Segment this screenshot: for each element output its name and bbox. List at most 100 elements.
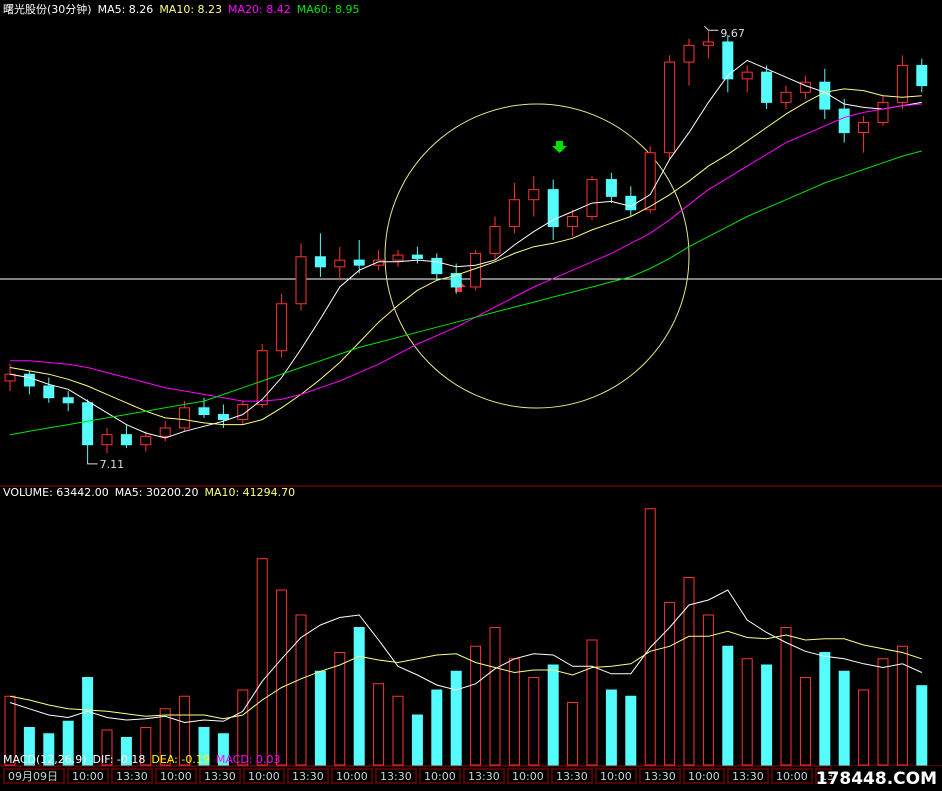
sell-arrow (552, 141, 567, 153)
time-label-box (683, 768, 725, 784)
time-label: 13:30 (116, 770, 148, 783)
watermark: 178448.COM (816, 769, 937, 789)
volume-bar (256, 558, 268, 766)
volume-bar (896, 645, 908, 766)
volume-bar (508, 658, 520, 766)
candle-body (761, 71, 773, 103)
volume-bar (877, 658, 889, 766)
candle-body (838, 108, 850, 134)
legend-label: MACD(12,26,9) (3, 753, 87, 766)
volume-bar (450, 670, 462, 766)
volume-bar (353, 627, 365, 766)
legend-label: MA60: 8.95 (297, 3, 360, 16)
volume-bar (276, 589, 288, 766)
volume-bar (62, 720, 74, 766)
candle-body (916, 64, 928, 87)
time-label-box (375, 768, 417, 784)
legend-label: 曙光股份(30分钟) (3, 2, 92, 16)
time-label: 10:00 (248, 770, 280, 783)
volume-bar (858, 689, 870, 766)
time-label: 13:30 (468, 770, 500, 783)
volume-bar (314, 670, 326, 766)
candle-body (780, 91, 792, 103)
candle-body (431, 257, 443, 275)
candle-body (741, 71, 753, 80)
time-label-box (595, 768, 637, 784)
candle-body (528, 189, 540, 201)
time-label: 10:00 (160, 770, 192, 783)
volume-bar (722, 645, 734, 766)
volume-bar (741, 658, 753, 766)
volume-bar (101, 729, 113, 766)
volume-bar (431, 689, 443, 766)
candle-body (101, 434, 113, 446)
time-label-box (771, 768, 813, 784)
volume-bar (819, 652, 831, 766)
volume-bar (799, 677, 811, 766)
volume-bar (198, 727, 210, 766)
volume-bar (683, 577, 695, 766)
volume-bar (780, 627, 792, 766)
candle-body (605, 179, 617, 197)
candle-body (62, 397, 74, 404)
volume-bar (761, 664, 773, 766)
candle-body (314, 256, 326, 268)
volume-bar (120, 737, 132, 766)
time-label: 10:00 (72, 770, 104, 783)
candle-body (625, 195, 637, 211)
time-label-box (727, 768, 769, 784)
time-label-box (243, 768, 285, 784)
candle-body (683, 44, 695, 63)
low-pointer (87, 459, 98, 465)
candle-body (276, 303, 288, 352)
volume-bar (43, 733, 55, 766)
candle-body (334, 259, 346, 268)
volume-bar (392, 695, 404, 766)
volume-bar (23, 727, 35, 766)
candle-body (547, 189, 559, 228)
time-label-box (111, 768, 153, 784)
candle-body (43, 385, 55, 399)
ma-line (9, 88, 922, 426)
volume-bar (664, 602, 676, 766)
time-label: 13:30 (292, 770, 324, 783)
time-label: 13:30 (556, 770, 588, 783)
candle-body (217, 414, 229, 421)
legend-label: MA10: 8.23 (159, 3, 222, 16)
time-label-box (155, 768, 197, 784)
time-label-box (639, 768, 681, 784)
volume-bar (295, 614, 307, 766)
candle-body (644, 152, 656, 211)
time-label-box (331, 768, 373, 784)
candle-body (896, 64, 908, 103)
candle-body (586, 179, 598, 217)
time-label: 09月09日 (8, 770, 58, 783)
volume-bar (411, 714, 423, 766)
candle-body (392, 254, 404, 261)
candle-body (256, 350, 268, 405)
legend-label: MA10: 41294.70 (204, 486, 295, 499)
candle-body (722, 41, 734, 80)
volume-bar (625, 695, 637, 766)
candle-body (373, 259, 385, 266)
volume-bar (140, 727, 152, 766)
legend-label: DIF: -0.18 (93, 753, 146, 766)
time-label-box (507, 768, 549, 784)
volume-bar (373, 683, 385, 766)
volume-bar (489, 627, 501, 766)
volume-bar (4, 695, 16, 766)
volume-bar (470, 645, 482, 766)
legend-label: VOLUME: 63442.00 (3, 486, 109, 499)
candle-body (508, 199, 520, 228)
candle-body (819, 81, 831, 110)
volume-bar (159, 708, 171, 766)
high-pointer (704, 25, 719, 31)
time-label: 13:30 (644, 770, 676, 783)
time-label: 10:00 (776, 770, 808, 783)
volume-bar (528, 677, 540, 766)
volume-ma-line (9, 589, 923, 724)
volume-bar (644, 508, 656, 766)
candle-body (179, 407, 191, 429)
time-label: 13:30 (732, 770, 764, 783)
